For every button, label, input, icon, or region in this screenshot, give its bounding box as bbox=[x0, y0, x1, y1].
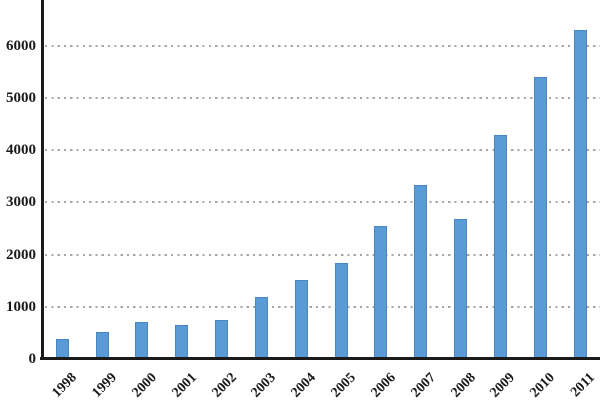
bar-2007 bbox=[414, 185, 428, 361]
x-tick-label: 2001 bbox=[169, 370, 200, 400]
y-tick-label: 1000 bbox=[6, 299, 36, 315]
bar-2003 bbox=[254, 296, 268, 361]
x-tick-label: 2008 bbox=[448, 370, 479, 400]
x-tick-label: 1999 bbox=[89, 370, 120, 400]
x-tick-label: 2000 bbox=[129, 370, 160, 400]
x-tick-label: 2006 bbox=[368, 370, 399, 400]
bar-2011 bbox=[573, 29, 587, 361]
x-tick-label: 2005 bbox=[328, 370, 359, 400]
y-tick-label: 5000 bbox=[6, 89, 36, 106]
y-tick-label: 3000 bbox=[6, 194, 36, 211]
y-tick-label: 6000 bbox=[6, 37, 36, 54]
x-tick-label: 2004 bbox=[288, 370, 320, 400]
gridline bbox=[45, 44, 600, 47]
gridline bbox=[45, 306, 600, 308]
gridline bbox=[45, 253, 600, 256]
bar-2008 bbox=[454, 218, 468, 361]
x-tick-label: 2011 bbox=[568, 370, 598, 400]
bar-2009 bbox=[493, 135, 507, 361]
x-tick-label: 1998 bbox=[49, 370, 81, 400]
x-axis-line bbox=[40, 357, 600, 360]
y-axis-line bbox=[41, 0, 44, 360]
y-tick-label: 0 bbox=[28, 351, 37, 368]
x-tick-label: 2002 bbox=[209, 370, 240, 400]
bar-2010 bbox=[533, 77, 547, 361]
bar-2000 bbox=[135, 322, 149, 361]
y-tick-label: 4000 bbox=[6, 142, 36, 159]
bar-2001 bbox=[175, 324, 189, 361]
x-tick-label: 2007 bbox=[408, 370, 439, 400]
bar-2005 bbox=[334, 262, 348, 361]
x-tick-label: 2003 bbox=[248, 370, 280, 400]
gridline bbox=[45, 96, 600, 99]
bar-2002 bbox=[215, 320, 229, 361]
y-tick-label: 2000 bbox=[6, 246, 36, 263]
bar-2006 bbox=[374, 226, 388, 361]
bar-1999 bbox=[95, 331, 109, 361]
gridline bbox=[45, 201, 600, 204]
bar-2004 bbox=[294, 279, 308, 361]
x-tick-label: 2009 bbox=[487, 370, 519, 400]
gridline bbox=[45, 149, 600, 152]
x-tick-label: 2010 bbox=[527, 370, 559, 400]
